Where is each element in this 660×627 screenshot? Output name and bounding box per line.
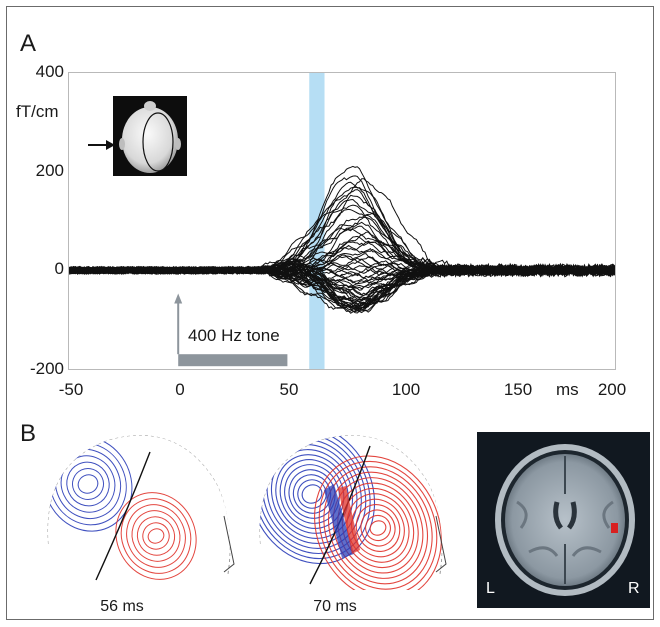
negative-contour: [288, 469, 336, 519]
activation-marker: [611, 523, 618, 533]
mri-right-label: R: [628, 580, 640, 597]
head-top-view-icon: [119, 101, 181, 173]
zero-contour: [95, 451, 151, 581]
y-tick-label: 400: [35, 62, 64, 81]
positive-contour: [365, 514, 391, 542]
zero-contour: [309, 445, 371, 585]
positive-contour: [120, 498, 192, 574]
contour-map: [38, 424, 238, 590]
map-caption: 56 ms: [100, 598, 144, 615]
brain-mri-image: [495, 444, 635, 596]
positive-contour: [136, 516, 176, 556]
sensor-trace: [69, 221, 615, 277]
positive-contour: [126, 504, 186, 568]
mri-left-label: L: [486, 580, 495, 597]
arrow-up-icon: [174, 293, 183, 304]
x-tick-label: 0: [175, 380, 185, 399]
negative-contour: [72, 468, 104, 500]
y-tick-label: -200: [29, 359, 64, 378]
positive-contour: [355, 504, 401, 552]
head-inset: [113, 96, 187, 176]
sensor-trace: [69, 178, 615, 277]
contour-map: [248, 423, 450, 601]
negative-contour: [66, 461, 110, 507]
positive-contour: [323, 466, 433, 590]
sensor-trace: [69, 194, 615, 278]
x-tick-label: 150: [503, 380, 533, 399]
sensor-trace: [69, 165, 615, 277]
x-tick-label: -50: [58, 380, 84, 399]
y-unit-label: fT/cm: [16, 102, 59, 121]
stimulus-duration-bar: [178, 354, 288, 367]
positive-contour: [360, 509, 396, 547]
negative-contour: [77, 474, 99, 494]
x-tick-label: 50: [279, 380, 299, 399]
field-map-70ms: [248, 423, 450, 601]
map-caption: 70 ms: [313, 598, 357, 615]
x-unit-label: ms: [556, 380, 579, 399]
x-tick-label: 100: [391, 380, 421, 399]
stimulus-label: 400 Hz tone: [188, 326, 280, 345]
negative-contour: [292, 474, 332, 514]
dipole-gradient-blue: [324, 484, 354, 558]
negative-contour: [297, 479, 327, 509]
positive-contour: [142, 522, 170, 550]
plot-canvas: [69, 73, 615, 369]
arrow-right-icon: [88, 140, 115, 150]
dipole-gradient-red: [338, 486, 360, 554]
positive-contour: [131, 510, 181, 562]
positive-contour: [369, 520, 387, 536]
field-map-56ms: [38, 424, 238, 590]
mri-axial-slice: L R: [477, 432, 650, 608]
y-tick-label: 0: [54, 259, 64, 278]
negative-contour: [279, 459, 345, 529]
y-tick-label: 200: [35, 161, 64, 180]
positive-contour: [147, 528, 165, 544]
positive-contour: [327, 471, 429, 585]
panel-b-letter: B: [20, 420, 37, 447]
positive-contour: [332, 477, 424, 579]
panel-a-letter: A: [20, 30, 37, 57]
positive-contour: [115, 492, 197, 580]
x-tick-label: 200: [597, 380, 627, 399]
